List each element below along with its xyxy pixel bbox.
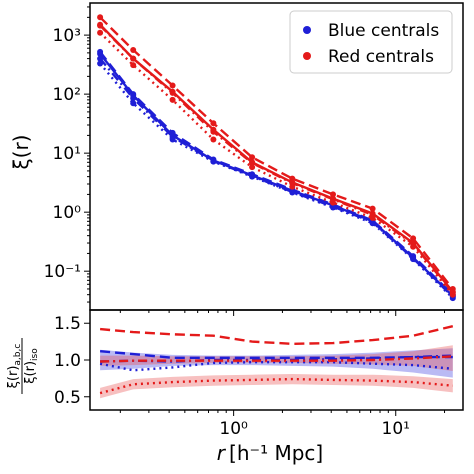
top-data-point [210, 120, 217, 127]
bottom-series-line-3 [99, 325, 454, 346]
bottom-y-axis-label: ξ(r)a,b,c ξ(r)iso [6, 338, 40, 394]
top-data-point [169, 136, 176, 143]
top-data-point [130, 62, 137, 69]
legend-marker-blue [303, 26, 311, 34]
bottom-y-tick-label: 1.5 [54, 314, 81, 334]
top-y-tick-label: 10⁻¹ [44, 262, 81, 282]
top-series-line-1 [99, 51, 454, 296]
top-data-point [330, 204, 336, 211]
top-data-point [369, 214, 376, 221]
legend-marker-red [303, 52, 311, 60]
top-panel: 10⁻¹ 10⁰ 10¹ 10² 10³ Blue centrals Red centr… [9, 2, 464, 316]
top-data-point [210, 136, 217, 143]
top-y-tick-label: 10⁰ [53, 203, 82, 223]
top-data-point [169, 96, 176, 103]
bottom-series-line-4 [100, 355, 453, 363]
legend: Blue centrals Red centrals [289, 10, 453, 74]
bottom-error-band-0 [100, 348, 453, 378]
top-data-point [249, 154, 256, 161]
top-series-line-3 [99, 62, 454, 299]
top-data-point [410, 235, 417, 242]
top-data-point [130, 91, 137, 98]
top-data-point [330, 199, 336, 206]
top-series-line-5 [99, 16, 454, 290]
top-data-point [169, 89, 176, 96]
top-data-point [410, 243, 417, 250]
legend-box [289, 10, 453, 74]
top-series-line-6 [99, 24, 454, 294]
top-y-tick-label: 10¹ [53, 144, 81, 164]
top-data-point [210, 128, 217, 135]
top-data-point [410, 256, 417, 263]
bottom-y-tick-label: 1.0 [54, 351, 81, 371]
bottom-y-tick-label: 0.5 [54, 388, 81, 408]
bottom-axes: 10⁰ 10¹ 0.5 1.0 1.5 [54, 309, 464, 439]
top-data-point [97, 22, 104, 29]
x-tick-label: 10¹ [382, 419, 410, 439]
top-series-line-2 [99, 57, 454, 298]
top-plot-marks [97, 14, 456, 302]
top-data-point [289, 189, 296, 196]
ratio-numerator: ξ(r)a,b,c [6, 344, 23, 389]
top-series-line-7 [99, 31, 454, 296]
top-data-point [97, 14, 104, 21]
top-y-tick-label: 10³ [53, 26, 81, 46]
top-data-point [330, 191, 336, 198]
top-data-point [97, 29, 104, 36]
top-series-line-4 [99, 23, 454, 293]
top-data-point [289, 175, 296, 182]
top-data-point [249, 160, 256, 166]
bottom-series-line-5 [99, 377, 453, 395]
legend-entry-blue: Blue centrals [328, 21, 439, 41]
ratio-denominator: ξ(r)iso [23, 348, 40, 384]
top-data-point [130, 47, 137, 53]
top-data-point [130, 55, 137, 62]
bottom-panel: 10⁰ 10¹ 0.5 1.0 1.5 ξ(r)a,b,c ξ(r)iso r [h⁻¹ … [6, 309, 464, 465]
x-axis-label: r [h⁻¹ Mpc] [217, 441, 323, 465]
top-y-tick-label: 10² [53, 85, 81, 105]
top-data-point [97, 48, 104, 55]
top-data-point [449, 291, 456, 298]
top-data-point [97, 60, 104, 67]
top-data-point [210, 158, 217, 165]
legend-entry-red: Red centrals [328, 47, 434, 67]
bottom-error-band-2 [100, 374, 453, 399]
x-tick-label: 10⁰ [219, 419, 248, 439]
top-data-point [289, 183, 296, 190]
bottom-plot-marks [99, 325, 454, 399]
top-data-point [130, 100, 137, 107]
top-data-point [97, 55, 104, 62]
top-axes: 10⁻¹ 10⁰ 10¹ 10² 10³ [44, 2, 464, 316]
top-data-point [249, 173, 256, 180]
top-y-axis-label: ξ(r) [9, 135, 33, 170]
bottom-error-band-1 [100, 345, 453, 371]
top-data-point [249, 164, 256, 171]
top-data-point [369, 220, 376, 227]
top-data-point [169, 82, 176, 89]
top-data-point [369, 205, 376, 212]
